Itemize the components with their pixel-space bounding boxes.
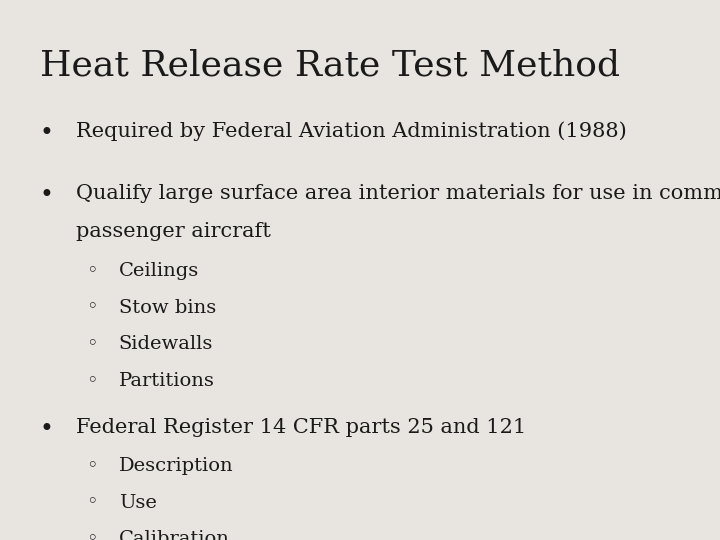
Text: Sidewalls: Sidewalls <box>119 335 213 353</box>
Text: ◦: ◦ <box>86 262 98 280</box>
Text: passenger aircraft: passenger aircraft <box>76 222 271 241</box>
Text: Description: Description <box>119 457 233 475</box>
Text: •: • <box>40 122 53 145</box>
Text: ◦: ◦ <box>86 530 98 540</box>
Text: ◦: ◦ <box>86 494 98 511</box>
Text: Ceilings: Ceilings <box>119 262 199 280</box>
Text: ◦: ◦ <box>86 457 98 475</box>
Text: Partitions: Partitions <box>119 372 215 390</box>
Text: Heat Release Rate Test Method: Heat Release Rate Test Method <box>40 49 620 83</box>
Text: ◦: ◦ <box>86 372 98 390</box>
Text: ◦: ◦ <box>86 335 98 353</box>
Text: Use: Use <box>119 494 157 511</box>
Text: Required by Federal Aviation Administration (1988): Required by Federal Aviation Administrat… <box>76 122 626 141</box>
Text: •: • <box>40 418 53 441</box>
Text: ◦: ◦ <box>86 299 98 316</box>
Text: Stow bins: Stow bins <box>119 299 216 316</box>
Text: Qualify large surface area interior materials for use in commercial: Qualify large surface area interior mate… <box>76 184 720 202</box>
Text: Calibration: Calibration <box>119 530 230 540</box>
Text: •: • <box>40 184 53 207</box>
Text: Federal Register 14 CFR parts 25 and 121: Federal Register 14 CFR parts 25 and 121 <box>76 418 526 437</box>
